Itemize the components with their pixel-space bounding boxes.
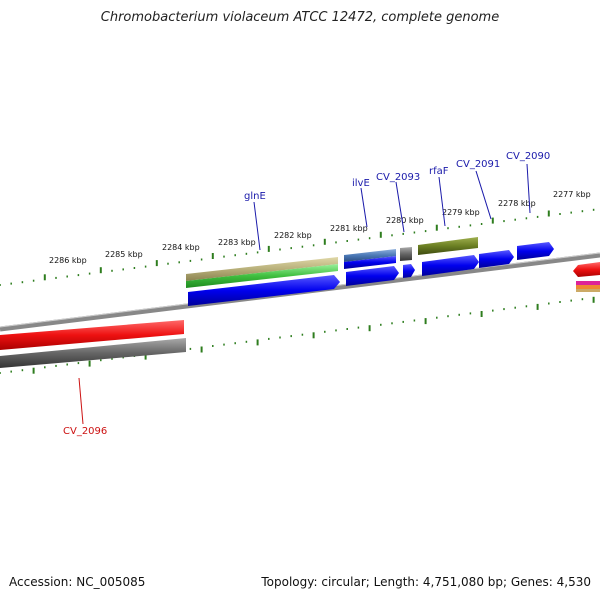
feature-cds-b[interactable] [403,264,415,278]
ruler-label: 2282 kbp [274,231,312,240]
leader-ilvE [360,187,368,228]
feature-glnE[interactable] [188,275,340,306]
feature-magenta-right[interactable] [576,281,600,285]
map-title: Chromobacterium violaceum ATCC 12472, co… [100,10,500,25]
leader-glnE [253,201,261,251]
leader-cv2093 [395,181,405,233]
ruler-label: 2286 kbp [49,256,87,265]
feature-cds-c[interactable] [422,255,479,276]
upper-ruler [0,208,595,286]
ruler-label: 2283 kbp [218,238,256,247]
ruler-label: 2278 kbp [498,199,536,208]
leader-lines [253,163,531,251]
genome-summary: Topology: circular; Length: 4,751,080 bp… [261,575,591,589]
ruler-label: 2285 kbp [105,250,143,259]
gene-label-cv2091[interactable]: CV_2091 [456,159,500,170]
ruler-label: 2281 kbp [330,224,368,233]
ruler-labels: 2286 kbp 2285 kbp 2284 kbp 2283 kbp 2282… [49,190,591,265]
gene-label-cv2093[interactable]: CV_2093 [376,172,420,183]
leader-cv2090 [526,163,531,214]
feature-tan-right[interactable] [576,289,600,292]
gene-label-ilvE[interactable]: ilvE [352,178,370,189]
ruler-label: 2277 kbp [553,190,591,199]
feature-rfaF[interactable] [418,237,478,255]
feature-gray-long[interactable] [0,338,186,368]
feature-cv2090[interactable] [517,242,554,260]
feature-green[interactable] [186,264,338,288]
accession-text: Accession: NC_005085 [9,575,146,589]
ruler-label: 2284 kbp [162,243,200,252]
ruler-label: 2280 kbp [386,216,424,225]
feature-cv2096-red[interactable] [0,320,184,350]
leader-cv2091 [475,170,492,220]
feature-cv2091[interactable] [479,250,514,268]
gene-label-glnE[interactable]: glnE [244,191,266,202]
gene-label-cv2096[interactable]: CV_2096 [63,426,107,437]
feature-gray-small[interactable] [400,247,412,261]
feature-orange-right[interactable] [576,285,600,289]
feature-cds-a[interactable] [346,266,399,286]
ruler-label: 2279 kbp [442,208,480,217]
feature-red-right[interactable] [573,262,600,277]
leader-cv2096 [78,377,84,425]
feature-ilvE-blue[interactable] [344,256,396,269]
gene-label-cv2090[interactable]: CV_2090 [506,151,550,162]
leader-rfaF [438,176,446,227]
feature-steel-blue[interactable] [344,249,396,262]
gene-label-rfaF[interactable]: rfaF [429,166,449,177]
feature-tan[interactable] [186,257,338,281]
